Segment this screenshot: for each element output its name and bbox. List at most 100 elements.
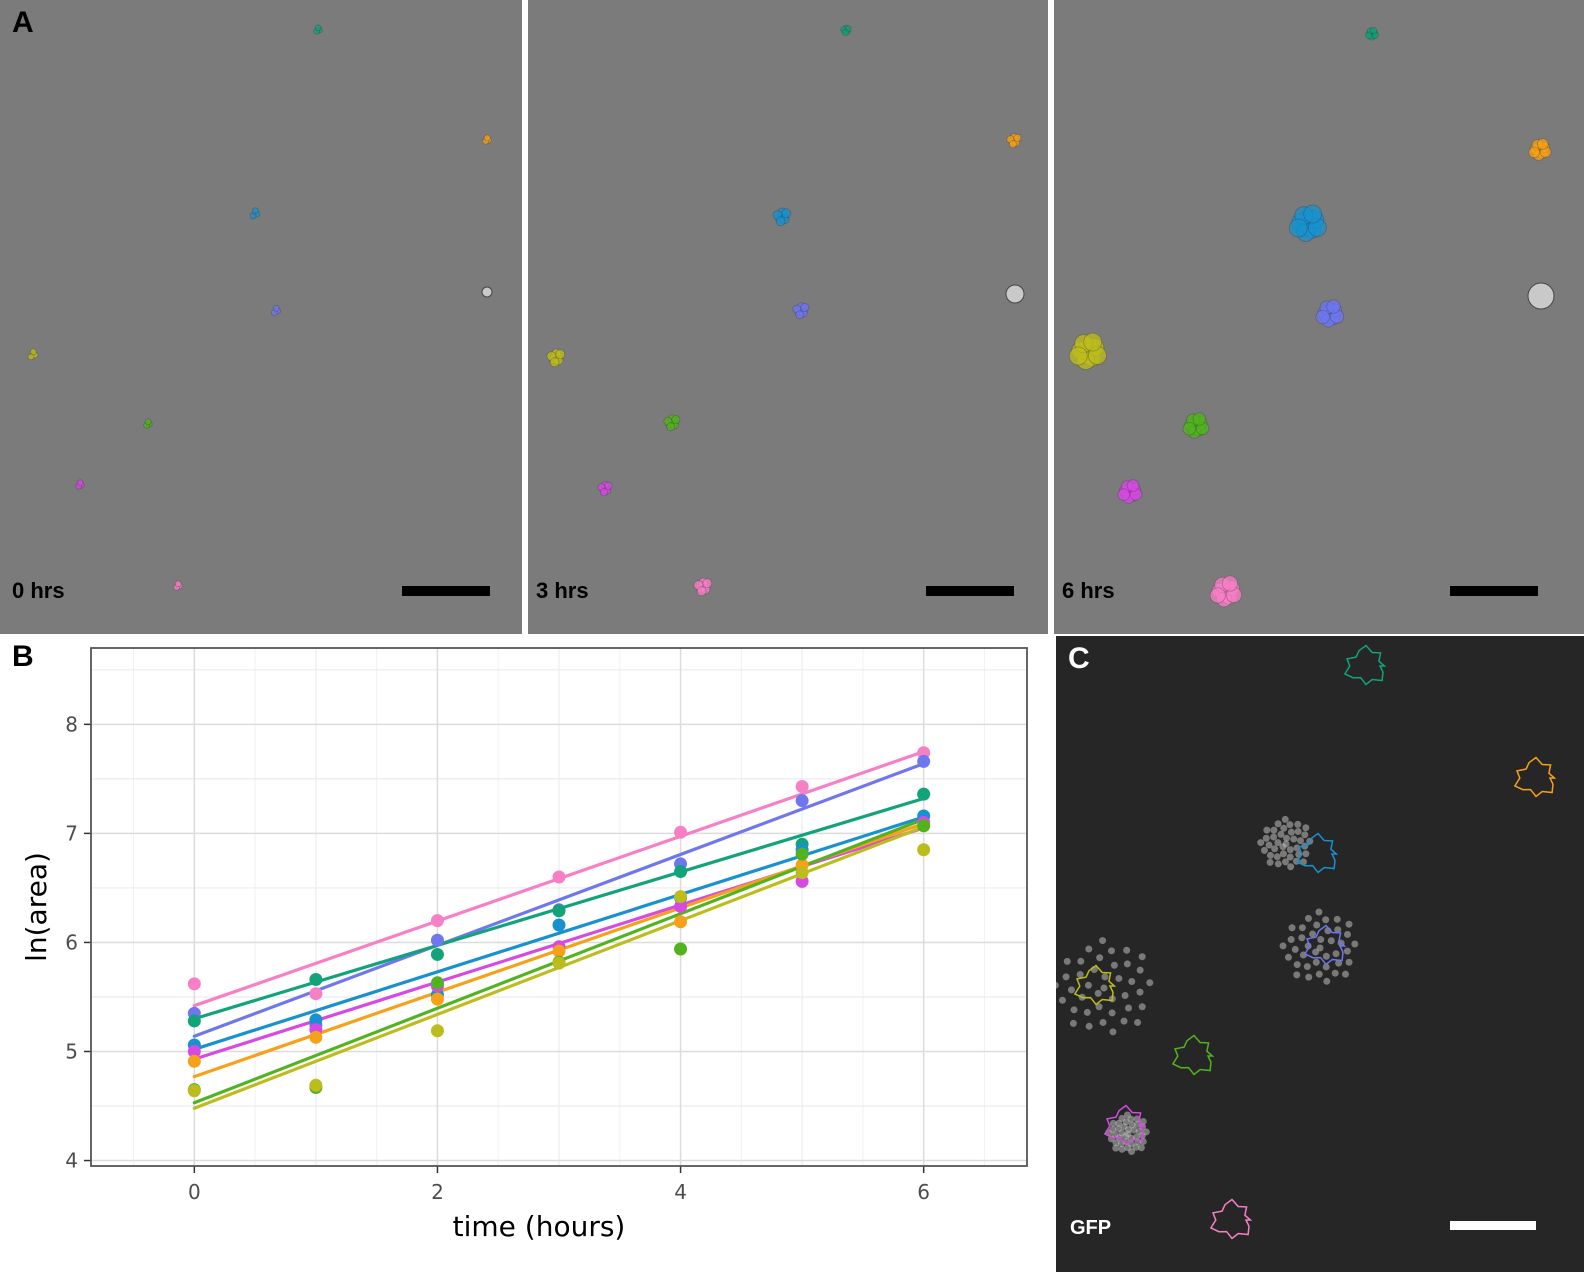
gfp-cell xyxy=(1257,839,1265,847)
gfp-cell xyxy=(1136,966,1144,974)
gfp-cell xyxy=(1117,1140,1125,1148)
data-point xyxy=(674,865,688,879)
gfp-cell xyxy=(1293,844,1301,852)
gfp-cell xyxy=(1062,973,1070,981)
gfp-cell xyxy=(1139,1117,1147,1125)
data-point xyxy=(187,977,201,991)
colony-cell xyxy=(144,418,152,426)
gfp-cell xyxy=(1270,833,1278,841)
gfp-cell xyxy=(1345,920,1353,928)
gfp-cell xyxy=(1136,988,1144,996)
colony-outline xyxy=(1171,1034,1215,1076)
plot-border xyxy=(90,647,1028,1167)
gfp-cell xyxy=(1280,824,1288,832)
gfp-cell xyxy=(1343,930,1351,938)
gfp-cell xyxy=(1121,992,1129,1000)
gfp-cell xyxy=(1282,858,1289,866)
gfp-cell xyxy=(1118,1114,1126,1122)
gfp-cell xyxy=(1096,954,1104,962)
x-tick-label: 2 xyxy=(431,1180,444,1204)
gfp-cell xyxy=(1298,924,1306,932)
gfp-cell xyxy=(1322,916,1330,924)
gfp-cell xyxy=(1123,946,1131,954)
data-point xyxy=(552,956,566,970)
gfp-cell xyxy=(1101,973,1109,981)
y-tick-label: 5 xyxy=(65,1039,78,1063)
gfp-cell xyxy=(1312,958,1320,966)
gfp-cell xyxy=(1146,979,1154,987)
panel-letter-a: A xyxy=(12,6,34,39)
gfp-cell xyxy=(1099,937,1107,945)
data-point xyxy=(309,987,323,1001)
micrograph-0hrs: A 0 hrs xyxy=(0,0,522,634)
data-point xyxy=(795,794,809,808)
data-point xyxy=(795,866,809,880)
data-point xyxy=(674,890,688,904)
gfp-cell xyxy=(1291,945,1299,953)
colony-cell xyxy=(841,29,849,37)
colony-cell xyxy=(1117,488,1130,501)
gfp-cell xyxy=(1094,989,1102,997)
data-point xyxy=(187,1084,201,1098)
data-point xyxy=(309,1030,323,1044)
gfp-colony-outlines xyxy=(1056,644,1557,1240)
gfp-cell xyxy=(1118,1145,1126,1153)
data-point xyxy=(674,915,688,929)
colony-cell xyxy=(1370,26,1378,35)
data-point xyxy=(430,933,444,947)
colony-cell xyxy=(1083,332,1103,352)
y-tick-label: 4 xyxy=(65,1149,78,1173)
gfp-cell xyxy=(1076,971,1084,979)
data-point xyxy=(309,973,323,987)
gfp-cell xyxy=(1294,827,1302,835)
gfp-cell xyxy=(1351,940,1359,948)
colony-cell xyxy=(666,422,676,432)
data-point xyxy=(917,754,931,768)
gfp-cell xyxy=(1302,850,1310,858)
gfp-cell xyxy=(1304,914,1312,922)
gfp-cell xyxy=(1123,1111,1131,1119)
data-point xyxy=(674,942,688,956)
colony-cell xyxy=(549,357,560,368)
gfp-cell xyxy=(1110,961,1118,969)
gfp-cell xyxy=(1293,961,1301,969)
gfp-cell xyxy=(1112,1144,1120,1152)
gfp-cell xyxy=(1316,944,1324,952)
gfp-cell xyxy=(1287,936,1295,944)
data-point xyxy=(430,976,444,990)
colony-cell xyxy=(27,353,35,361)
colony-cell xyxy=(1221,575,1239,592)
colony-outline xyxy=(1343,644,1387,686)
colony-cell xyxy=(1288,218,1308,238)
gfp-cell xyxy=(1273,853,1281,861)
colony-cell xyxy=(1182,422,1196,436)
gfp-cell xyxy=(1099,1018,1107,1026)
gfp-cell xyxy=(1301,831,1309,839)
colony-overlays xyxy=(546,24,1025,597)
gfp-cell xyxy=(1138,953,1146,961)
gfp-cell xyxy=(1293,971,1301,979)
colony-outline xyxy=(1513,756,1557,798)
data-point xyxy=(430,947,444,961)
gfp-cell xyxy=(1069,1019,1077,1027)
data-point xyxy=(187,1054,201,1068)
gfp-cell xyxy=(1335,959,1343,967)
colony-cell xyxy=(702,578,713,589)
data-point xyxy=(430,1024,444,1038)
gfp-cell xyxy=(1286,821,1294,829)
gfp-cell xyxy=(1317,936,1325,944)
colony-cell xyxy=(1192,412,1206,426)
gfp-micrograph: C GFP xyxy=(1056,636,1584,1272)
gfp-cell xyxy=(1109,1028,1117,1036)
data-point xyxy=(430,914,444,928)
x-tick-label: 4 xyxy=(674,1180,687,1204)
data-point xyxy=(552,904,566,918)
data-point xyxy=(430,992,444,1006)
gfp-cell xyxy=(1270,826,1278,834)
colony-cell xyxy=(1315,309,1330,325)
gfp-cell xyxy=(1342,970,1350,978)
colony-cell xyxy=(174,580,182,588)
gfp-cell xyxy=(1303,963,1311,971)
gfp-cell xyxy=(1313,921,1321,929)
gfp-cell xyxy=(1271,845,1279,853)
